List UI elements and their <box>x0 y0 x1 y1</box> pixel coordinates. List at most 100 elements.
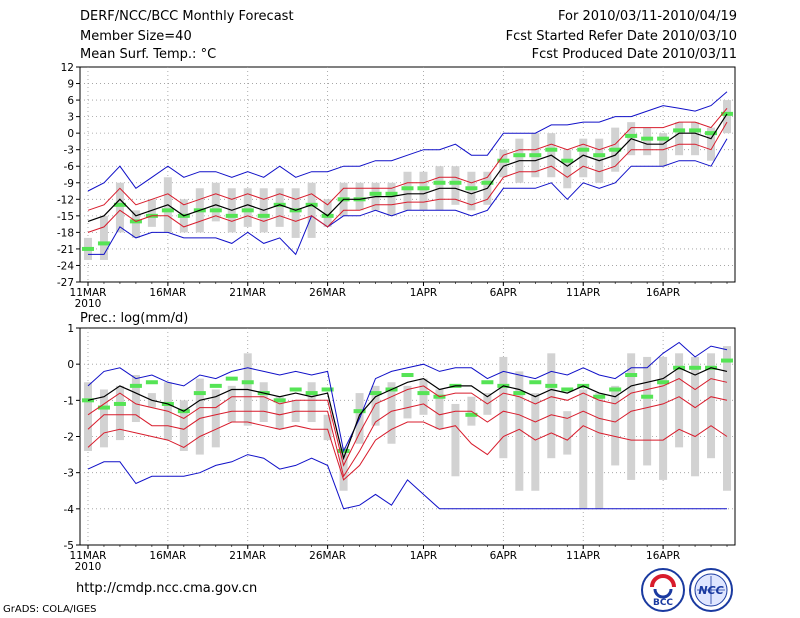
prec-x-tick-label: 16MAR <box>149 550 186 562</box>
temp-observed-mark <box>497 158 510 163</box>
temp-observed-mark <box>113 202 126 207</box>
temp-y-tick-label: -9 <box>64 178 74 190</box>
temp-observed-mark <box>545 147 558 152</box>
prec-observed-mark <box>721 358 734 363</box>
temp-spread-box <box>243 188 252 227</box>
temp-spread-box <box>723 100 732 134</box>
prec-observed-mark <box>113 401 126 406</box>
prec-y-tick-label: -4 <box>64 504 75 516</box>
prec-spread-box <box>627 353 636 480</box>
temp-observed-mark <box>689 128 702 133</box>
temp-x-tick-label: 11APR <box>566 287 600 299</box>
prec-x-tick-label: 21MAR <box>229 550 266 562</box>
temp-spread-box <box>211 182 220 222</box>
temp-series-lower-line <box>87 121 728 233</box>
temp-spread-box <box>707 127 716 161</box>
prec-spread-box <box>707 353 716 459</box>
prec-spread-box <box>227 385 236 423</box>
temp-y-tick-label: -6 <box>64 161 75 173</box>
prec-spread-box <box>579 389 588 509</box>
prec-series-lower-line <box>87 396 728 478</box>
temp-observed-mark <box>449 180 462 185</box>
temp-observed-mark <box>225 213 238 218</box>
temp-y-tick-label: -3 <box>64 145 74 157</box>
temp-spread-box <box>307 182 316 238</box>
forecast-produced-date: Fcst Produced Date 2010/03/11 <box>531 47 737 62</box>
prec-spread-box <box>595 393 604 509</box>
temp-spread-box <box>323 199 332 227</box>
temp-x-tick-label: 6APR <box>490 287 518 299</box>
prec-spread-box <box>499 356 508 459</box>
temp-observed-mark <box>641 136 654 141</box>
prec-observed-mark <box>657 380 670 385</box>
temp-observed-mark <box>529 153 542 158</box>
prec-y-tick-label: -2 <box>64 432 74 444</box>
temp-spread-box <box>563 149 572 189</box>
temp-spread-box <box>115 182 124 233</box>
temp-x-tick-label: 26MAR <box>309 287 346 299</box>
temp-spread-box <box>675 122 684 156</box>
temp-spread-box <box>147 199 156 227</box>
prec-x-tick-label: 26MAR <box>309 550 346 562</box>
prec-observed-mark <box>289 387 302 392</box>
prec-observed-mark <box>689 365 702 370</box>
prec-observed-mark <box>193 391 206 396</box>
prec-y-tick-label: -5 <box>64 540 74 552</box>
temp-observed-mark <box>417 186 430 191</box>
prec-spread-box <box>723 346 732 491</box>
prec-spread-box <box>451 403 460 477</box>
prec-observed-mark <box>513 391 526 396</box>
temp-y-tick-label: 9 <box>67 79 74 91</box>
temp-observed-mark <box>609 147 622 152</box>
prec-observed-mark <box>481 380 494 385</box>
temp-observed-mark <box>657 136 670 141</box>
prec-series-mean-line <box>87 367 728 461</box>
bcc-logo-text: BCC <box>653 598 673 608</box>
prec-spread-box <box>99 389 108 448</box>
prec-y-tick-label: 1 <box>67 323 74 335</box>
temp-spread-box <box>291 188 300 238</box>
prec-x-tick-label: 11MAR <box>70 550 107 562</box>
temp-x-tick-label: 21MAR <box>229 287 266 299</box>
temp-observed-mark <box>257 213 270 218</box>
temp-spread-box <box>99 215 108 260</box>
prec-observed-mark <box>641 394 654 399</box>
prec-spread-box <box>643 356 652 466</box>
prec-spread-box <box>83 382 92 451</box>
temp-observed-mark <box>241 208 254 213</box>
prec-spread-box <box>115 385 124 441</box>
prec-spread-box <box>259 382 268 423</box>
prec-observed-mark <box>369 391 382 396</box>
forecast-period: For 2010/03/11-2010/04/19 <box>558 9 737 24</box>
prec-observed-mark <box>353 409 366 414</box>
prec-observed-mark <box>593 394 606 399</box>
chart-title: DERF/NCC/BCC Monthly Forecast <box>80 9 294 24</box>
temp-x-tick-label: 1APR <box>410 287 438 299</box>
temp-observed-mark <box>465 186 478 191</box>
prec-series-max-line <box>87 341 728 453</box>
prec-spread-box <box>435 389 444 430</box>
temp-series-mean-line <box>87 113 728 222</box>
prec-observed-mark <box>561 387 574 392</box>
temp-x-tick-label: 16MAR <box>149 287 186 299</box>
source-url[interactable]: http://cmdp.ncc.cma.gov.cn <box>76 581 258 596</box>
prec-x-tick-label: 11APR <box>566 550 600 562</box>
temp-spread-box <box>579 138 588 178</box>
temp-series-upper-line <box>87 107 728 211</box>
prec-observed-mark <box>545 383 558 388</box>
temp-y-tick-label: -24 <box>57 260 74 272</box>
temp-observed-mark <box>401 186 414 191</box>
temp-y-tick-label: 3 <box>67 112 74 124</box>
prec-x-tick-label: 1APR <box>410 550 438 562</box>
temp-y-tick-label: 12 <box>61 62 74 74</box>
prec-spread-box <box>323 414 332 441</box>
prec-observed-mark <box>129 383 142 388</box>
prec-spread-box <box>339 447 348 491</box>
temp-observed-mark <box>625 133 638 138</box>
temp-spread-box <box>355 182 364 211</box>
prec-x-tick-label: 6APR <box>490 550 518 562</box>
temp-observed-mark <box>97 241 110 246</box>
forecast-start-date: Fcst Started Refer Date 2010/03/10 <box>505 29 737 44</box>
prec-spread-box <box>211 389 220 448</box>
temp-series-max-line <box>87 91 728 192</box>
